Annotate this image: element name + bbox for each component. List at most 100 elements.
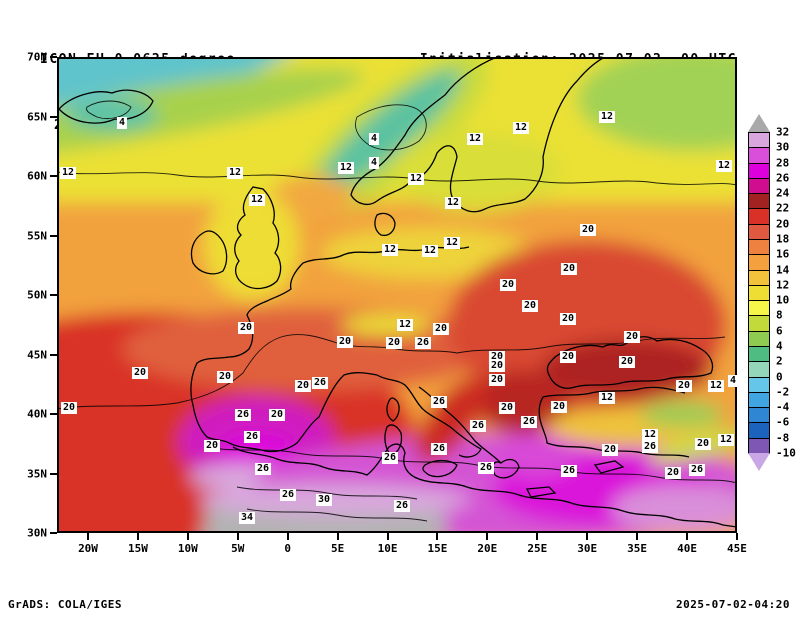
contour-label: 26 [688, 464, 706, 476]
contour-label: 20 [268, 409, 286, 421]
colorbar-value-label: 16 [776, 247, 790, 261]
lon-tick-label: 10W [177, 542, 198, 555]
colorbar-value-label: 24 [776, 186, 790, 200]
lon-tick-label: 20W [78, 542, 98, 555]
lon-tick-label: 10E [377, 542, 398, 555]
contour-label: 12 [715, 160, 733, 172]
contour-label: 20 [694, 438, 712, 450]
contour-label: 26 [243, 431, 261, 443]
colorbar-value-label: -6 [776, 415, 790, 429]
lat-tick-label: 65N [27, 110, 47, 123]
lon-tick-label: 15E [427, 542, 448, 555]
contour-label: 20 [385, 337, 403, 349]
lat-tick-mark [50, 115, 57, 118]
colorbar-segment [748, 346, 770, 363]
lon-tick-label: 40E [677, 542, 697, 555]
contour-label: 20 [432, 323, 450, 335]
contour-label: 20 [550, 401, 568, 413]
contour-label: 20 [488, 374, 506, 386]
temperature-colorbar: 32 30 28 26 24 22 20 18 16 14 12 10 8 6 4 2 0 -2 -4 -6 -8 -10 [748, 114, 800, 494]
colorbar-value-label: -10 [776, 446, 796, 460]
contour-label: 20 [294, 380, 312, 392]
colorbar-segment [748, 315, 770, 332]
lon-tick-label: 20E [477, 542, 498, 555]
colorbar-segment [748, 284, 770, 302]
lon-tick-mark [136, 533, 139, 540]
lon-tick-mark [735, 533, 738, 540]
creation-timestamp: 2025-07-02-04:20 [676, 598, 790, 611]
colorbar-segment [748, 376, 770, 393]
contour-label: 20 [216, 371, 234, 383]
contour-label: 12 [641, 429, 659, 441]
lat-tick-mark [50, 532, 57, 534]
contour-label: 20 [203, 440, 221, 452]
colorbar-value-label: -4 [776, 400, 790, 414]
contour-label: 20 [559, 351, 577, 363]
contour-label-layer: 4 12 12 12 4 4 12 12 12 12 12 12 12 12 12 12 20 20 20 20 20 2… [57, 57, 737, 533]
contour-label: 12 [444, 197, 462, 209]
colorbar-value-label: 32 [776, 125, 790, 139]
lon-tick-label: 30E [577, 542, 598, 555]
colorbar-value-label: 18 [776, 232, 790, 246]
lat-tick-mark [50, 294, 57, 296]
contour-label: 20 [498, 402, 516, 414]
contour-label: 12 [381, 244, 399, 256]
contour-label: 26 [520, 416, 538, 428]
colorbar-under-arrow [748, 453, 770, 471]
colorbar-value-label: 2 [776, 354, 783, 368]
colorbar-segment [748, 254, 770, 271]
contour-label: 12 [396, 319, 414, 331]
contour-label: 20 [675, 380, 693, 392]
contour-label: 20 [499, 279, 517, 291]
contour-label: 12 [466, 133, 484, 145]
colorbar-value-label: 20 [776, 217, 790, 231]
colorbar-segment [748, 407, 770, 424]
lat-tick-label: 55N [27, 229, 47, 242]
contour-label: 20 [560, 263, 578, 275]
lon-tick-label: 5E [330, 542, 345, 555]
map-border [57, 57, 737, 533]
lat-tick-mark [50, 175, 57, 177]
contour-label: 30 [315, 494, 333, 506]
lat-tick-label: 70N [27, 50, 47, 64]
colorbar-segment [748, 239, 770, 256]
contour-label: 12 [407, 173, 425, 185]
lat-tick-mark [50, 472, 57, 475]
longitude-axis: 20W 15W 10W 5W 0 5E 10E 15E 20E 25E 30E 35E 40E 45E [57, 533, 747, 563]
contour-label: 4 [368, 133, 380, 145]
colorbar-segment [748, 300, 770, 317]
colorbar-value-label: 14 [776, 263, 790, 277]
contour-label: 26 [311, 377, 329, 389]
contour-label: 26 [254, 463, 272, 475]
colorbar-segment [748, 361, 770, 378]
lon-tick-mark [436, 533, 439, 540]
colorbar-value-label: 30 [776, 140, 790, 154]
colorbar-value-label: 28 [776, 156, 790, 170]
lat-tick-label: 60N [27, 169, 47, 183]
lat-tick-label: 30N [27, 526, 47, 540]
lat-tick-mark [50, 234, 57, 237]
contour-label: 26 [560, 465, 578, 477]
grads-credit: GrADS: COLA/IGES [8, 598, 122, 611]
colorbar-value-label: 12 [776, 278, 790, 292]
map-area: 4 12 12 12 4 4 12 12 12 12 12 12 12 12 12 12 20 20 20 20 20 2… [57, 57, 737, 533]
contour-label: 4 [116, 117, 128, 129]
contour-label: 20 [60, 402, 78, 414]
contour-label: 26 [469, 420, 487, 432]
contour-label: 20 [488, 360, 506, 372]
lon-tick-label: 45E [727, 542, 747, 555]
contour-label: 20 [579, 224, 597, 236]
lon-tick-mark [536, 533, 539, 540]
contour-label: 12 [598, 111, 616, 123]
lat-tick-mark [50, 353, 57, 356]
lat-tick-label: 35N [27, 467, 47, 480]
contour-label: 20 [664, 467, 682, 479]
lat-tick-mark [50, 56, 57, 58]
latitude-axis: 70N 65N 60N 55N 50N 45N 40N 35N 30N [0, 0, 57, 618]
contour-label: 34 [238, 512, 256, 524]
colorbar-segment [748, 162, 770, 179]
contour-label: 20 [336, 336, 354, 348]
colorbar-segment [748, 330, 770, 347]
colorbar-value-label: -8 [776, 431, 790, 445]
